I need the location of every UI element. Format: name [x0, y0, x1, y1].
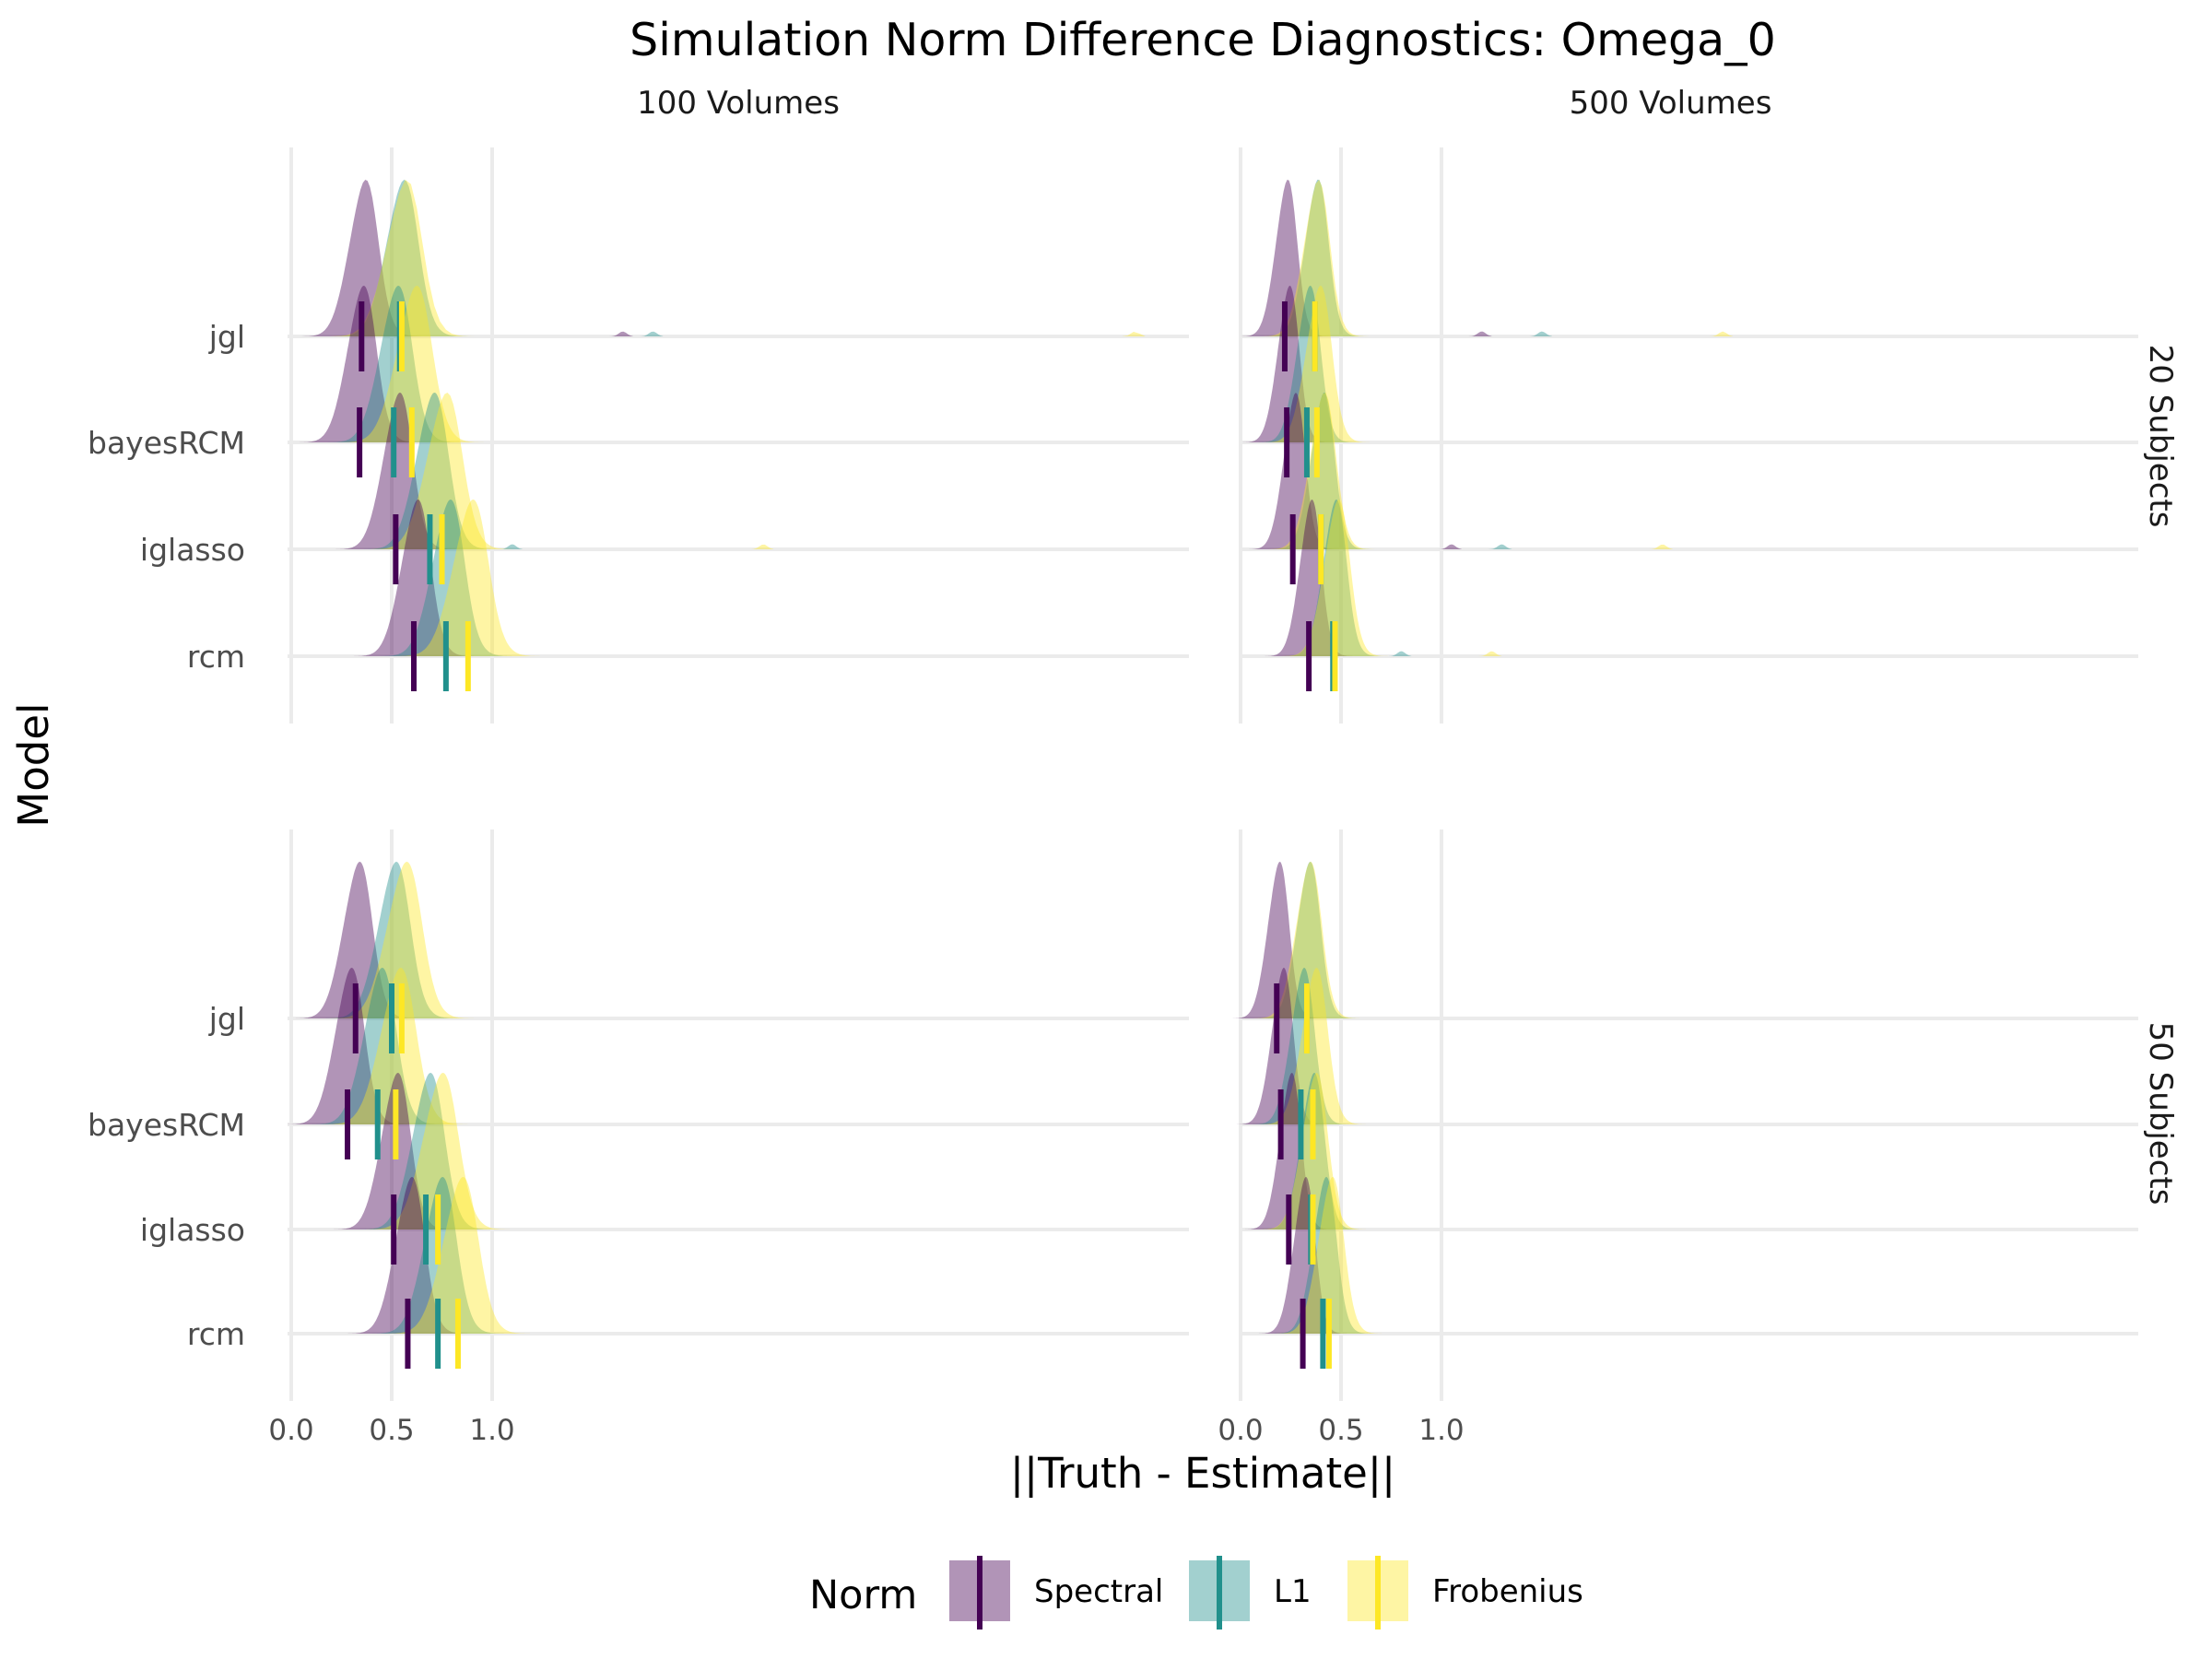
panel-500-volumes-50-subjects-ridge-jgl-l1: [1258, 862, 1356, 1018]
panel-500-volumes-20-subjects-ridge-bayesRCM-l1: [1258, 286, 1356, 442]
panel-100-volumes-50-subjects-ridge-bayesRCM-l1: [311, 968, 444, 1124]
y-tick-jgl-20-subjects: jgl: [208, 319, 245, 355]
panel-100-volumes-20-subjects-ridge-iglasso-frobenius: [370, 393, 774, 549]
x-tick-100-volumes-1: 0.5: [369, 1414, 414, 1447]
panel-500-volumes-50-subjects-ridge-bayesRCM-l1: [1252, 968, 1350, 1124]
panel-500-volumes-20-subjects-ridge-iglasso-l1: [1272, 393, 1512, 549]
panel-100-volumes-50-subjects-ridge-iglasso-l1: [359, 1073, 492, 1230]
x-tick-500-volumes-1: 0.5: [1318, 1414, 1363, 1447]
panel-500-volumes-20-subjects-ridge-jgl-l1: [1265, 180, 1552, 336]
y-tick-rcm-20-subjects: rcm: [187, 639, 245, 675]
legend-key-spectral: Spectral: [949, 1556, 1163, 1630]
panel-500-volumes-20-subjects-ridge-rcm-frobenius: [1281, 500, 1502, 656]
legend-key-l1: L1: [1189, 1556, 1312, 1630]
x-tick-100-volumes-0: 0.0: [268, 1414, 313, 1447]
panel-500-volumes-20-subjects-ridge-iglasso-spectral: [1248, 393, 1462, 549]
panel-500-volumes-50-subjects-ridge-bayesRCM-frobenius: [1259, 968, 1366, 1124]
panel-100-volumes-50-subjects-ridge-bayesRCM-spectral: [287, 968, 408, 1124]
y-tick-iglasso-50-subjects: iglasso: [140, 1212, 245, 1248]
y-tick-jgl-50-subjects: jgl: [208, 1001, 245, 1037]
strip-label-500-volumes: 500 Volumes: [1570, 85, 1772, 122]
panel-100-volumes-50-subjects-ridge-rcm-spectral: [347, 1177, 468, 1334]
x-axis-label: ||Truth - Estimate||: [1010, 1449, 1395, 1498]
panel-100-volumes-20-subjects-ridge-jgl-frobenius: [329, 180, 1146, 336]
strip-label-100-volumes: 100 Volumes: [637, 85, 840, 122]
panel-100-volumes-50-subjects-ridge-rcm-frobenius: [385, 1177, 531, 1334]
chart-title: Simulation Norm Difference Diagnostics: …: [629, 14, 1776, 66]
panel-500-volumes-50-subjects-ridge-rcm-frobenius: [1276, 1177, 1382, 1334]
panel-500-volumes-50-subjects-ridge-jgl-frobenius: [1253, 862, 1360, 1018]
panel-100-volumes-20-subjects-ridge-rcm-l1: [379, 500, 512, 656]
legend-key-frobenius: Frobenius: [1347, 1556, 1583, 1630]
panel-500-volumes-50-subjects-ridge-bayesRCM-spectral: [1236, 968, 1325, 1124]
panel-500-volumes-20-subjects-ridge-rcm-l1: [1284, 500, 1412, 656]
strip-label-50-subjects: 50 Subjects: [2142, 1022, 2179, 1206]
panel-100-volumes-50-subjects-ridge-jgl-frobenius: [329, 862, 475, 1018]
panel-500-volumes-20-subjects-ridge-rcm-spectral: [1265, 500, 1354, 656]
x-tick-500-volumes-0: 0.0: [1218, 1414, 1263, 1447]
legend-label-spectral: Spectral: [1034, 1573, 1163, 1610]
panel-100-volumes-20-subjects-ridge-iglasso-l1: [363, 393, 523, 549]
legend: Norm Spectral L1 Frobenius: [809, 1556, 1583, 1630]
legend-title: Norm: [809, 1572, 917, 1618]
panel-500-volumes-50-subjects-ridge-iglasso-spectral: [1244, 1073, 1334, 1230]
panel-500-volumes-50-subjects-ridge-jgl-spectral: [1232, 862, 1322, 1018]
panel-100-volumes-20-subjects-ridge-bayesRCM-l1: [327, 286, 461, 442]
panel-500-volumes-50-subjects-ridge-rcm-l1: [1274, 1177, 1372, 1334]
panel-100-volumes-50-subjects-ridge-bayesRCM-frobenius: [323, 968, 468, 1124]
panel-100-volumes-50-subjects-ridge-iglasso-frobenius: [365, 1073, 511, 1230]
panel-500-volumes-20-subjects-ridge-jgl-spectral: [1241, 180, 1492, 336]
panel-100-volumes-20-subjects-ridge-rcm-spectral: [353, 500, 475, 656]
panel-100-volumes-20-subjects-ridge-jgl-l1: [333, 180, 664, 336]
panel-100-volumes-20-subjects-ridge-rcm-frobenius: [395, 500, 541, 656]
y-tick-iglasso-20-subjects: iglasso: [140, 532, 245, 568]
legend-label-l1: L1: [1274, 1573, 1312, 1610]
y-tick-bayesRCM-50-subjects: bayesRCM: [88, 1107, 245, 1143]
strip-label-20-subjects: 20 Subjects: [2142, 345, 2179, 528]
panel-100-volumes-20-subjects-ridge-bayesRCM-frobenius: [339, 286, 485, 442]
panel-500-volumes-20-subjects-ridge-iglasso-frobenius: [1267, 393, 1673, 549]
legend-label-frobenius: Frobenius: [1432, 1573, 1583, 1610]
panel-500-volumes-20-subjects-ridge-jgl-frobenius: [1262, 180, 1734, 336]
x-tick-100-volumes-2: 1.0: [469, 1414, 514, 1447]
panel-500-volumes-50-subjects-ridge-rcm-spectral: [1258, 1177, 1347, 1334]
panel-100-volumes-20-subjects-ridge-jgl-spectral: [300, 180, 633, 336]
panel-100-volumes-50-subjects-ridge-jgl-spectral: [295, 862, 417, 1018]
y-tick-rcm-50-subjects: rcm: [187, 1316, 245, 1352]
panel-100-volumes-50-subjects-ridge-jgl-l1: [325, 862, 458, 1018]
y-tick-bayesRCM-20-subjects: bayesRCM: [88, 425, 245, 461]
x-tick-500-volumes-2: 1.0: [1418, 1414, 1464, 1447]
y-axis-label: Model: [9, 702, 58, 827]
